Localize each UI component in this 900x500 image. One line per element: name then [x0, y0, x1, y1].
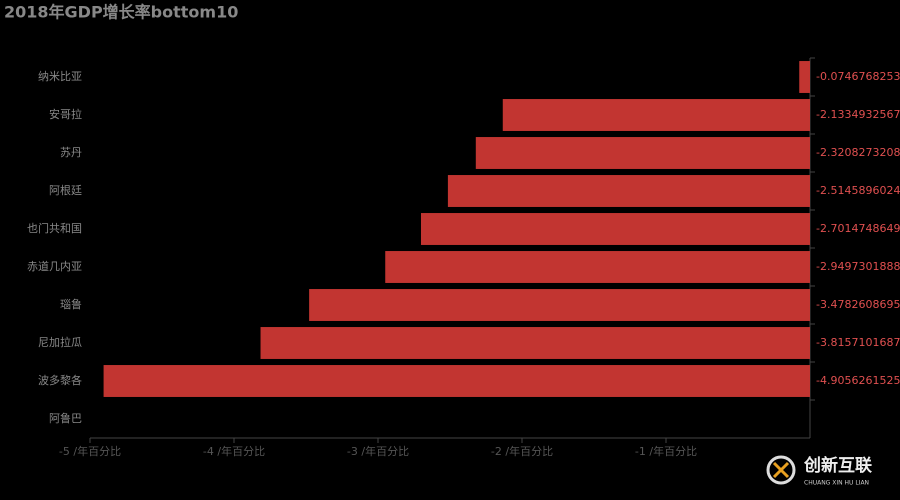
- value-label: -2.9497301888: [816, 260, 900, 273]
- x-tick-label: -3 /年百分比: [347, 444, 409, 458]
- x-tick-label: -5 /年百分比: [59, 444, 121, 458]
- bar: [475, 137, 810, 169]
- bar: [103, 365, 810, 397]
- value-label: -2.7014748649: [816, 222, 900, 235]
- value-label: -3.8157101687: [816, 336, 900, 349]
- bar: [502, 99, 810, 131]
- value-label: -0.0746768253: [816, 70, 900, 83]
- y-tick-label: 也门共和国: [27, 221, 82, 235]
- y-tick-label: 阿根廷: [49, 183, 82, 197]
- y-tick-label: 苏丹: [60, 146, 82, 159]
- value-label: -3.4782608695: [816, 298, 900, 311]
- chart-title: 2018年GDP增长率bottom10: [4, 3, 238, 22]
- logo-subtext: CHUANG XIN HU LIAN: [804, 480, 869, 487]
- watermark: 创新互联 CHUANG XIN HU LIAN: [766, 455, 872, 487]
- x-tick-label: -1 /年百分比: [635, 444, 697, 458]
- y-tick-label: 阿鲁巴: [49, 411, 82, 425]
- x-tick-label: -2 /年百分比: [491, 444, 553, 458]
- value-label: -4.9056261525: [816, 374, 900, 387]
- logo-text: 创新互联: [803, 455, 872, 476]
- bar: [447, 175, 810, 207]
- bar: [309, 289, 810, 321]
- bar: [385, 251, 810, 283]
- bar: [799, 61, 810, 93]
- y-tick-label: 波多黎各: [38, 373, 82, 387]
- y-tick-label: 瑙鲁: [60, 297, 82, 311]
- y-tick-label: 纳米比亚: [38, 70, 82, 83]
- value-label: -2.5145896024: [816, 184, 900, 197]
- logo-mark: [772, 461, 790, 479]
- y-tick-label: 尼加拉瓜: [38, 335, 82, 349]
- logo-icon: [766, 455, 796, 485]
- y-tick-label: 安哥拉: [49, 107, 82, 121]
- bar: [260, 327, 811, 359]
- y-tick-label: 赤道几内亚: [27, 259, 82, 273]
- value-label: -2.1334932567: [816, 108, 900, 121]
- value-label: -2.3208273208: [816, 146, 900, 159]
- bar: [420, 213, 810, 245]
- x-tick-label: -4 /年百分比: [203, 444, 265, 458]
